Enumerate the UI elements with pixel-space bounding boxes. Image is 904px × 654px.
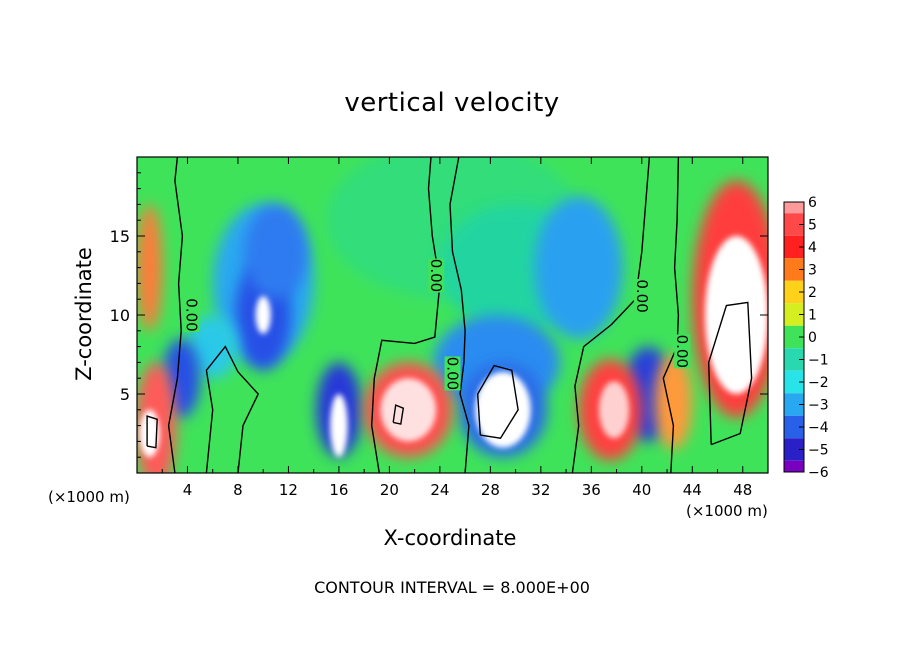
x-tick-label: 44	[683, 481, 702, 499]
field-blob	[244, 204, 308, 300]
colorbar: 6 5 4 3 2 1 0 −1 −2 −3 −4 −5 −6	[783, 195, 829, 481]
contour-label-bg	[428, 258, 445, 293]
colorbar-label: −6	[808, 465, 829, 481]
colorbar-label: −3	[808, 398, 829, 414]
y-tick-label: 10	[110, 306, 130, 325]
x-tick-label: 24	[430, 481, 449, 499]
colorbar-cell	[784, 202, 804, 214]
contour-label-bg	[674, 334, 691, 369]
contour-label-bg	[183, 298, 200, 332]
colorbar-cell	[784, 415, 804, 427]
x-axis-label: X-coordinate	[383, 526, 517, 550]
contour-label: 0.00	[444, 357, 462, 390]
contour-line	[707, 301, 753, 446]
colorbar-cell	[784, 235, 804, 247]
colorbar-cell	[784, 404, 804, 416]
x-tick-label: 8	[233, 481, 243, 499]
contour-label: 0.00	[673, 335, 691, 368]
y-units-label: (×1000 m)	[686, 502, 768, 520]
x-tick-label: 32	[531, 481, 550, 499]
field-blob	[704, 236, 768, 394]
velocity-field	[137, 157, 768, 473]
colorbar-label: −4	[808, 420, 829, 436]
y-axis: 5 10 15	[110, 172, 768, 458]
contour-label-bg	[444, 356, 461, 391]
colorbar-cell	[784, 247, 804, 259]
colorbar-cell	[784, 427, 804, 439]
x-tick-label: 28	[481, 481, 500, 499]
x-tick-label: 48	[733, 481, 752, 499]
x-tick-label: 20	[380, 481, 399, 499]
contour-line	[146, 415, 158, 449]
field-blob	[330, 394, 348, 458]
contour-line	[571, 157, 651, 473]
field-blob	[475, 371, 531, 448]
contour-label: 0.00	[427, 259, 445, 292]
colorbar-cell	[784, 348, 804, 360]
colorbar-label: 6	[808, 195, 817, 211]
colorbar-cell	[784, 449, 804, 461]
contour-label: 0.00	[633, 279, 651, 312]
field-blob	[187, 315, 238, 379]
colorbar-label: −5	[808, 443, 829, 459]
zero-contours: 0.00 0.00 0.00 0.00 0.00	[146, 157, 753, 473]
colorbar-label: 3	[808, 263, 817, 279]
colorbar-cell	[784, 359, 804, 371]
field-blob	[380, 378, 437, 442]
colorbar-cell	[784, 460, 804, 472]
field-blob	[598, 381, 630, 439]
colorbar-cell	[784, 213, 804, 225]
colorbar-cell	[784, 314, 804, 326]
colorbar-label: −2	[808, 375, 829, 391]
colorbar-cell	[784, 382, 804, 394]
colorbar-label: 5	[808, 218, 817, 234]
colorbar-cell	[784, 303, 804, 315]
contour-label: 0.00	[182, 298, 200, 331]
x-tick-label: 12	[279, 481, 298, 499]
x-tick-label: 16	[329, 481, 348, 499]
colorbar-cell	[784, 393, 804, 405]
field-blob	[255, 296, 271, 334]
x-axis: 4 8 12 16 20 24 28 32 36 40 44 48	[161, 157, 752, 499]
colorbar-cell	[784, 370, 804, 382]
contour-line	[662, 157, 680, 473]
colorbar-cell	[784, 292, 804, 304]
colorbar-label: 4	[808, 240, 817, 256]
colorbar-label: 2	[808, 285, 817, 301]
colorbar-cell	[784, 258, 804, 270]
y-tick-label: 5	[120, 385, 130, 404]
colorbar-cell	[784, 438, 804, 450]
x-tick-label: 40	[632, 481, 651, 499]
x-tick-label: 4	[183, 481, 193, 499]
colorbar-cell	[784, 325, 804, 337]
colorbar-label: 0	[808, 330, 817, 346]
colorbar-label: 1	[808, 308, 817, 324]
contour-line	[449, 157, 470, 473]
contour-interval-note: CONTOUR INTERVAL = 8.000E+00	[314, 578, 590, 597]
contour-line	[370, 157, 441, 473]
field-blob	[534, 196, 623, 339]
y-axis-label: Z-coordinate	[72, 247, 96, 381]
contour-label-bg	[633, 279, 650, 314]
y-tick-label: 15	[110, 227, 130, 246]
field-blob	[139, 409, 160, 458]
colorbar-cell	[784, 224, 804, 236]
x-tick-label: 36	[582, 481, 601, 499]
contour-line	[476, 364, 519, 439]
colorbar-label: −1	[808, 353, 829, 369]
contour-line	[205, 345, 260, 473]
x-units-label: (×1000 m)	[48, 488, 130, 506]
colorbar-cell	[784, 280, 804, 292]
colorbar-cell	[784, 269, 804, 281]
chart-title: vertical velocity	[344, 88, 560, 118]
colorbar-cell	[784, 337, 804, 349]
contour-line	[392, 404, 405, 425]
contour-line	[167, 157, 184, 473]
